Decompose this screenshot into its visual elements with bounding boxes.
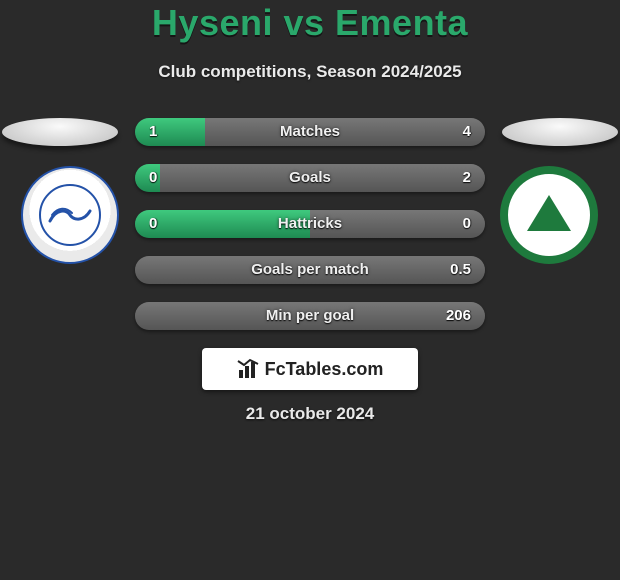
club-crest-right [500,166,598,264]
brand-text: FcTables.com [265,359,384,380]
stat-bar: 0.5Goals per match [135,256,485,284]
page-title: Hyseni vs Ementa [0,2,620,44]
stat-bar: 14Matches [135,118,485,146]
crest-inner [512,178,586,252]
date-text: 21 october 2024 [0,404,620,424]
stat-label: Goals per match [135,256,485,284]
subtitle: Club competitions, Season 2024/2025 [0,62,620,82]
crest-triangle [527,195,571,231]
crest-motif [48,203,92,227]
stat-label: Hattricks [135,210,485,238]
club-crest-left [21,166,119,264]
stat-bars: 14Matches 02Goals 00Hattricks 0.5Goals per … [135,118,485,348]
stat-label: Goals [135,164,485,192]
stat-bar: 02Goals [135,164,485,192]
player-right-placeholder [502,118,618,146]
brand-badge[interactable]: FcTables.com [202,348,418,390]
comparison-card: Hyseni vs Ementa Club competitions, Seas… [0,0,620,82]
player-left-placeholder [2,118,118,146]
stat-label: Min per goal [135,302,485,330]
stat-label: Matches [135,118,485,146]
stat-bar: 00Hattricks [135,210,485,238]
bar-chart-icon [237,358,261,380]
stat-bar: 206Min per goal [135,302,485,330]
